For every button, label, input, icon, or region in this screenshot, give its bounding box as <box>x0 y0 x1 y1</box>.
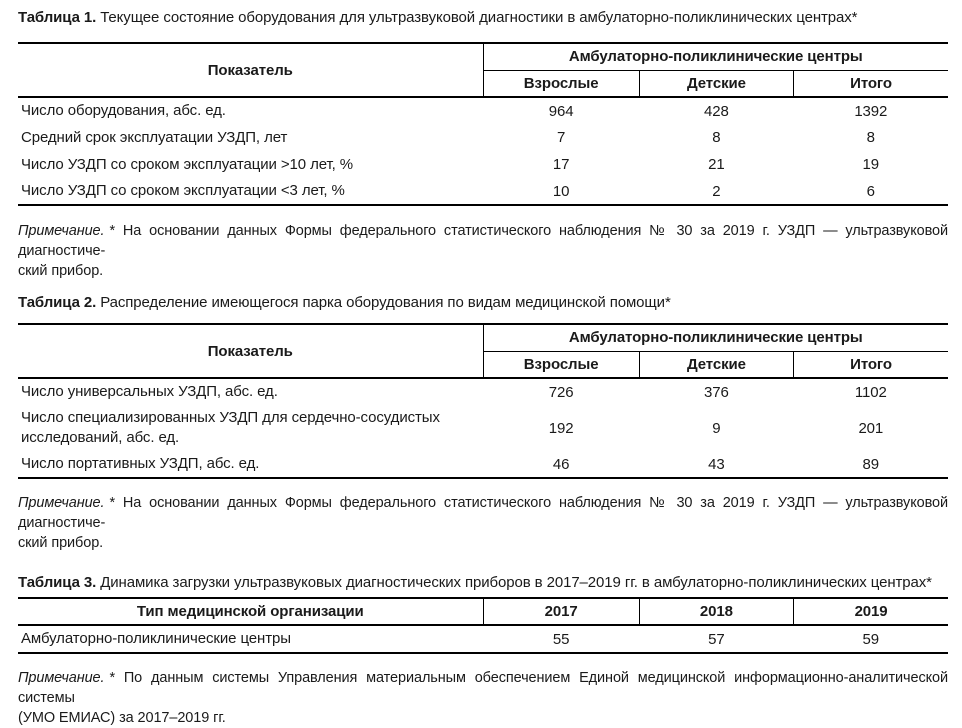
table2-title: Таблица 2. Распределение имеющегося парка… <box>18 293 948 313</box>
table1-title: Таблица 1. Текущее состояние оборудования… <box>18 8 948 28</box>
cell-total: 8 <box>866 129 875 146</box>
table1-header-group: Амбулаторно-поликлинические центры <box>482 43 948 71</box>
cell-total: 6 <box>866 182 875 200</box>
table1-header: Показатель Амбулаторно-поликлинические ц… <box>18 43 948 97</box>
table1-header-children: Детские <box>638 70 794 97</box>
note-text: * По данным системы Управления материаль… <box>18 670 948 706</box>
row-label: Число УЗДП со сроком эксплуатации >10 ле… <box>21 155 353 173</box>
cell-2019: 59 <box>862 630 880 648</box>
table1-header-col1: Показатель <box>207 61 293 79</box>
cell-adults: 7 <box>556 129 566 146</box>
cell-children: 43 <box>708 455 725 473</box>
note-line: Примечание. * На основании данных Формы ф… <box>18 221 948 261</box>
table-row: Число универсальных УЗДП, абс. ед. 726 3… <box>18 378 948 405</box>
note-line: ский прибор. <box>18 535 104 551</box>
note-label: Примечание. <box>18 223 105 239</box>
table2-header-total: Итого <box>793 351 948 378</box>
table3-header-2018: 2018 <box>638 598 794 625</box>
cell-children: 21 <box>708 156 725 173</box>
table2-header-col1: Показатель <box>207 342 293 360</box>
table1-title-text: Текущее состояние оборудования для ультр… <box>100 9 858 26</box>
cell-2017: 55 <box>552 630 570 648</box>
table2: Показатель Амбулаторно-поликлинические ц… <box>18 323 948 479</box>
table3-note: Примечание. * По данным системы Управлени… <box>18 668 948 728</box>
row-label: Амбулаторно-поликлинические центры <box>21 630 291 647</box>
note-line: ский прибор. <box>18 263 104 279</box>
table-row: Число портативных УЗДП, абс. ед. 46 43 8… <box>18 451 948 478</box>
table1-note: Примечание. * На основании данных Формы ф… <box>18 221 948 281</box>
cell-total: 19 <box>862 156 880 173</box>
note-text: * На основании данных Формы федерального… <box>18 495 948 531</box>
cell-children: 428 <box>704 102 729 120</box>
table-row: Число оборудования, абс. ед. 964 428 139… <box>18 97 948 124</box>
row-label: Число специализированных УЗДП для сердеч… <box>21 409 440 446</box>
cell-adults: 964 <box>548 102 574 120</box>
note-line: Примечание. * По данным системы Управлени… <box>18 668 948 708</box>
table3-title-number: Таблица 3. <box>18 574 97 591</box>
table2-header-adults: Взрослые <box>482 351 640 378</box>
cell-total: 201 <box>858 419 884 437</box>
cell-total: 89 <box>862 455 880 473</box>
cell-adults: 46 <box>552 455 570 473</box>
table3-header-2019: 2019 <box>793 598 948 625</box>
table2-header: Показатель Амбулаторно-поликлинические ц… <box>18 324 948 378</box>
table-row: Средний срок эксплуатации УЗДП, лет 7 8 … <box>18 124 948 151</box>
table1: Показатель Амбулаторно-поликлинические ц… <box>18 42 948 206</box>
table1-header-adults: Взрослые <box>482 70 640 97</box>
row-label: Число универсальных УЗДП, абс. ед. <box>21 383 278 400</box>
note-label: Примечание. <box>18 495 105 511</box>
table-row: Амбулаторно-поликлинические центры 55 57… <box>18 625 948 653</box>
cell-adults: 192 <box>548 419 574 437</box>
cell-children: 8 <box>712 129 721 146</box>
note-label: Примечание. <box>18 670 105 686</box>
table2-note: Примечание. * На основании данных Формы ф… <box>18 493 948 553</box>
table3: Тип медицинской организации 2017 2018 20… <box>18 597 948 654</box>
table-row: Число специализированных УЗДП для сердеч… <box>18 405 948 451</box>
note-text: * На основании данных Формы федерального… <box>18 223 948 259</box>
table2-header-children: Детские <box>638 351 794 378</box>
row-label: Средний срок эксплуатации УЗДП, лет <box>21 128 288 146</box>
table3-title: Таблица 3. Динамика загрузки ультразвуков… <box>18 573 948 593</box>
article-page: Таблица 1. Текущее состояние оборудования… <box>18 8 948 726</box>
note-line: Примечание. * На основании данных Формы ф… <box>18 493 948 533</box>
table-row: Число УЗДП со сроком эксплуатации <3 лет… <box>18 178 948 205</box>
table2-header-group: Амбулаторно-поликлинические центры <box>482 324 948 352</box>
table3-header-col1: Тип медицинской организации <box>136 603 364 620</box>
cell-children: 9 <box>712 419 721 437</box>
row-label: Число оборудования, абс. ед. <box>21 102 226 119</box>
note-line: (УМО ЕМИАС) за 2017–2019 гг. <box>18 710 226 726</box>
cell-adults: 10 <box>552 182 570 200</box>
table3-title-text: Динамика загрузки ультразвуковых диагнос… <box>100 574 932 591</box>
row-label: Число портативных УЗДП, абс. ед. <box>21 455 260 472</box>
cell-children: 376 <box>704 383 729 401</box>
table1-header-total: Итого <box>793 70 948 97</box>
cell-total: 1102 <box>854 383 887 401</box>
table3-header: Тип медицинской организации 2017 2018 20… <box>18 598 948 625</box>
cell-2018: 57 <box>708 630 725 648</box>
table-row: Число УЗДП со сроком эксплуатации >10 ле… <box>18 151 948 178</box>
cell-total: 1392 <box>854 102 888 120</box>
row-label: Число УЗДП со сроком эксплуатации <3 лет… <box>21 182 345 199</box>
cell-adults: 726 <box>548 383 574 401</box>
cell-adults: 17 <box>552 156 570 173</box>
table3-header-2017: 2017 <box>482 598 640 625</box>
table2-title-text: Распределение имеющегося парка оборудова… <box>100 294 671 311</box>
table1-title-number: Таблица 1. <box>18 9 97 26</box>
table2-title-number: Таблица 2. <box>18 294 97 311</box>
cell-children: 2 <box>712 182 721 200</box>
